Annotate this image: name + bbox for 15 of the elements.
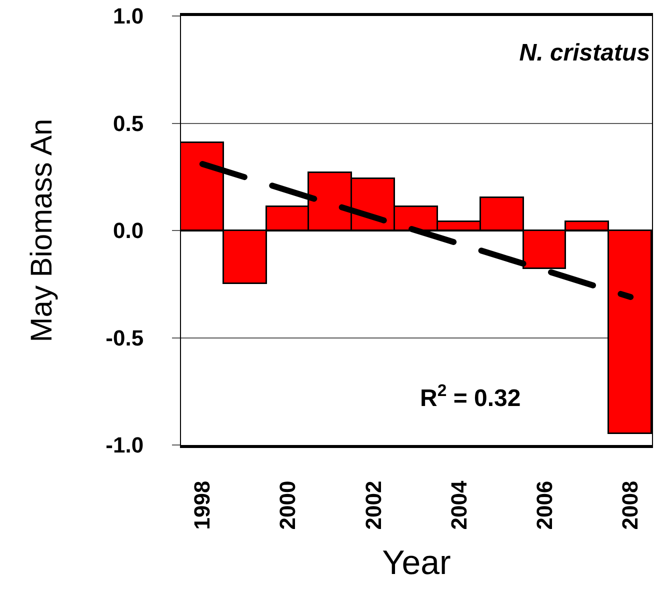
y-tick-label: 0.5 [113,110,144,136]
x-tick-label: 2000 [275,480,300,530]
x-tick-label: 2004 [446,480,472,530]
x-axis-title: Year [382,544,451,582]
x-tick-label: 2002 [360,480,386,530]
y-tick-label: 1.0 [113,4,144,29]
y-tick-label: 0.0 [113,218,144,244]
x-tick-label: 2006 [532,480,558,530]
y-axis-title: May Biomass An [26,118,59,342]
text: N. cristatus [519,39,650,66]
x-tick-label: 2008 [618,480,643,530]
y-tick-label: -1.0 [106,432,144,458]
x-tick-label: 1998 [190,480,215,530]
annotation: R$^{2}$ = 0.32 [420,381,521,412]
y-tick-label: -0.5 [106,325,144,350]
